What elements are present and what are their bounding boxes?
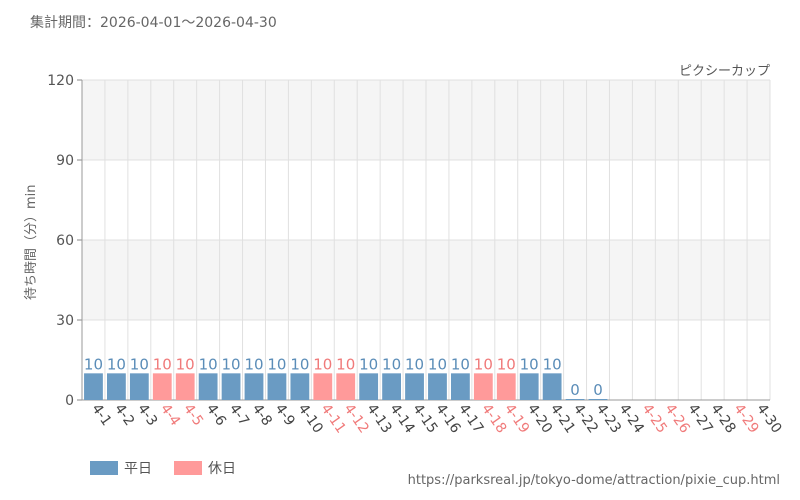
x-tick-label: 4-22 xyxy=(570,401,601,436)
bar xyxy=(198,373,218,400)
y-tick-label: 0 xyxy=(65,393,74,409)
legend-item-weekday: 平日 xyxy=(90,458,152,478)
legend-item-holiday: 休日 xyxy=(174,458,236,478)
bar-value-label: 10 xyxy=(84,355,103,373)
x-tick-label: 4-17 xyxy=(455,401,486,436)
bar-value-label: 10 xyxy=(267,355,286,373)
x-tick-label: 4-1 xyxy=(88,401,114,429)
x-tick-label: 4-11 xyxy=(318,401,349,436)
bar-value-label: 10 xyxy=(359,355,378,373)
x-tick-label: 4-13 xyxy=(363,401,394,436)
y-tick-label: 90 xyxy=(56,153,74,169)
bar xyxy=(588,399,608,400)
x-tick-label: 4-9 xyxy=(272,401,298,429)
bar xyxy=(542,373,562,400)
y-tick-label: 120 xyxy=(47,73,74,89)
bar xyxy=(313,373,333,400)
bar xyxy=(405,373,424,400)
bar-value-label: 10 xyxy=(336,355,355,373)
legend: 平日 休日 xyxy=(90,458,236,478)
bar-value-label: 10 xyxy=(520,355,539,373)
x-tick-label: 4-8 xyxy=(249,401,275,429)
bar-value-label: 10 xyxy=(313,355,332,373)
x-tick-label: 4-21 xyxy=(547,401,578,436)
x-tick-label: 4-29 xyxy=(730,401,761,436)
x-tick-label: 4-6 xyxy=(203,401,229,429)
bar xyxy=(106,373,126,400)
bar-value-label: 10 xyxy=(497,355,516,373)
legend-label-weekday: 平日 xyxy=(124,461,152,477)
bar xyxy=(450,373,470,400)
bar-value-label: 10 xyxy=(153,355,172,373)
bar-value-label: 10 xyxy=(199,355,218,373)
period-label: 集計期間：2026-04-01～2026-04-30 xyxy=(30,15,277,31)
y-tick-label: 60 xyxy=(56,233,74,249)
x-tick-label: 4-25 xyxy=(639,401,670,436)
bar xyxy=(290,373,310,400)
x-tick-label: 4-23 xyxy=(593,401,624,436)
x-tick-label: 4-30 xyxy=(753,401,784,436)
y-tick-label: 30 xyxy=(56,313,74,329)
x-tick-label: 4-16 xyxy=(432,401,463,436)
bar xyxy=(359,373,379,400)
bar-value-label: 10 xyxy=(290,355,309,373)
bar xyxy=(565,399,585,400)
legend-swatch-holiday xyxy=(174,461,202,475)
x-tick-label: 4-19 xyxy=(501,401,532,436)
bar-value-label: 10 xyxy=(130,355,149,373)
x-tick-label: 4-18 xyxy=(478,401,509,436)
bar-value-label: 10 xyxy=(222,355,241,373)
bar xyxy=(175,373,195,400)
x-tick-label: 4-24 xyxy=(616,401,647,436)
bar xyxy=(84,373,103,400)
bar xyxy=(267,373,287,400)
bar-value-label: 10 xyxy=(405,355,424,373)
x-tick-label: 4-14 xyxy=(386,401,417,436)
bar xyxy=(244,373,264,400)
bar xyxy=(152,373,172,400)
bar-value-label: 10 xyxy=(451,355,470,373)
x-tick-label: 4-26 xyxy=(662,401,693,436)
x-tick-label: 4-3 xyxy=(134,401,160,429)
x-tick-label: 4-12 xyxy=(340,401,371,436)
bar-value-label: 10 xyxy=(176,355,195,373)
x-tick-label: 4-2 xyxy=(111,401,137,429)
bar-value-label: 10 xyxy=(382,355,401,373)
bar xyxy=(221,373,241,400)
x-tick-label: 4-10 xyxy=(295,401,326,436)
x-tick-label: 4-5 xyxy=(180,401,206,429)
bar-value-label: 10 xyxy=(244,355,263,373)
bar xyxy=(473,373,493,400)
bar xyxy=(428,373,447,400)
bar-value-label: 0 xyxy=(570,381,580,399)
bar xyxy=(496,373,516,400)
x-tick-label: 4-7 xyxy=(226,401,252,429)
bar xyxy=(336,373,356,400)
legend-swatch-weekday xyxy=(90,461,118,475)
x-tick-label: 4-27 xyxy=(684,401,715,436)
bar-value-label: 10 xyxy=(428,355,447,373)
legend-label-holiday: 休日 xyxy=(208,461,236,477)
x-tick-label: 4-15 xyxy=(409,401,440,436)
attraction-name: ピクシーカップ xyxy=(678,64,770,79)
x-tick-label: 4-20 xyxy=(524,401,555,436)
bar-value-label: 0 xyxy=(593,381,603,399)
bar-value-label: 10 xyxy=(474,355,493,373)
bar-value-label: 10 xyxy=(107,355,126,373)
x-tick-label: 4-4 xyxy=(157,401,183,429)
bar xyxy=(129,373,149,400)
bar xyxy=(382,373,402,400)
source-url: https://parksreal.jp/tokyo-dome/attracti… xyxy=(407,473,780,488)
bar xyxy=(519,373,539,400)
bar-value-label: 10 xyxy=(543,355,562,373)
x-tick-label: 4-28 xyxy=(707,401,738,436)
